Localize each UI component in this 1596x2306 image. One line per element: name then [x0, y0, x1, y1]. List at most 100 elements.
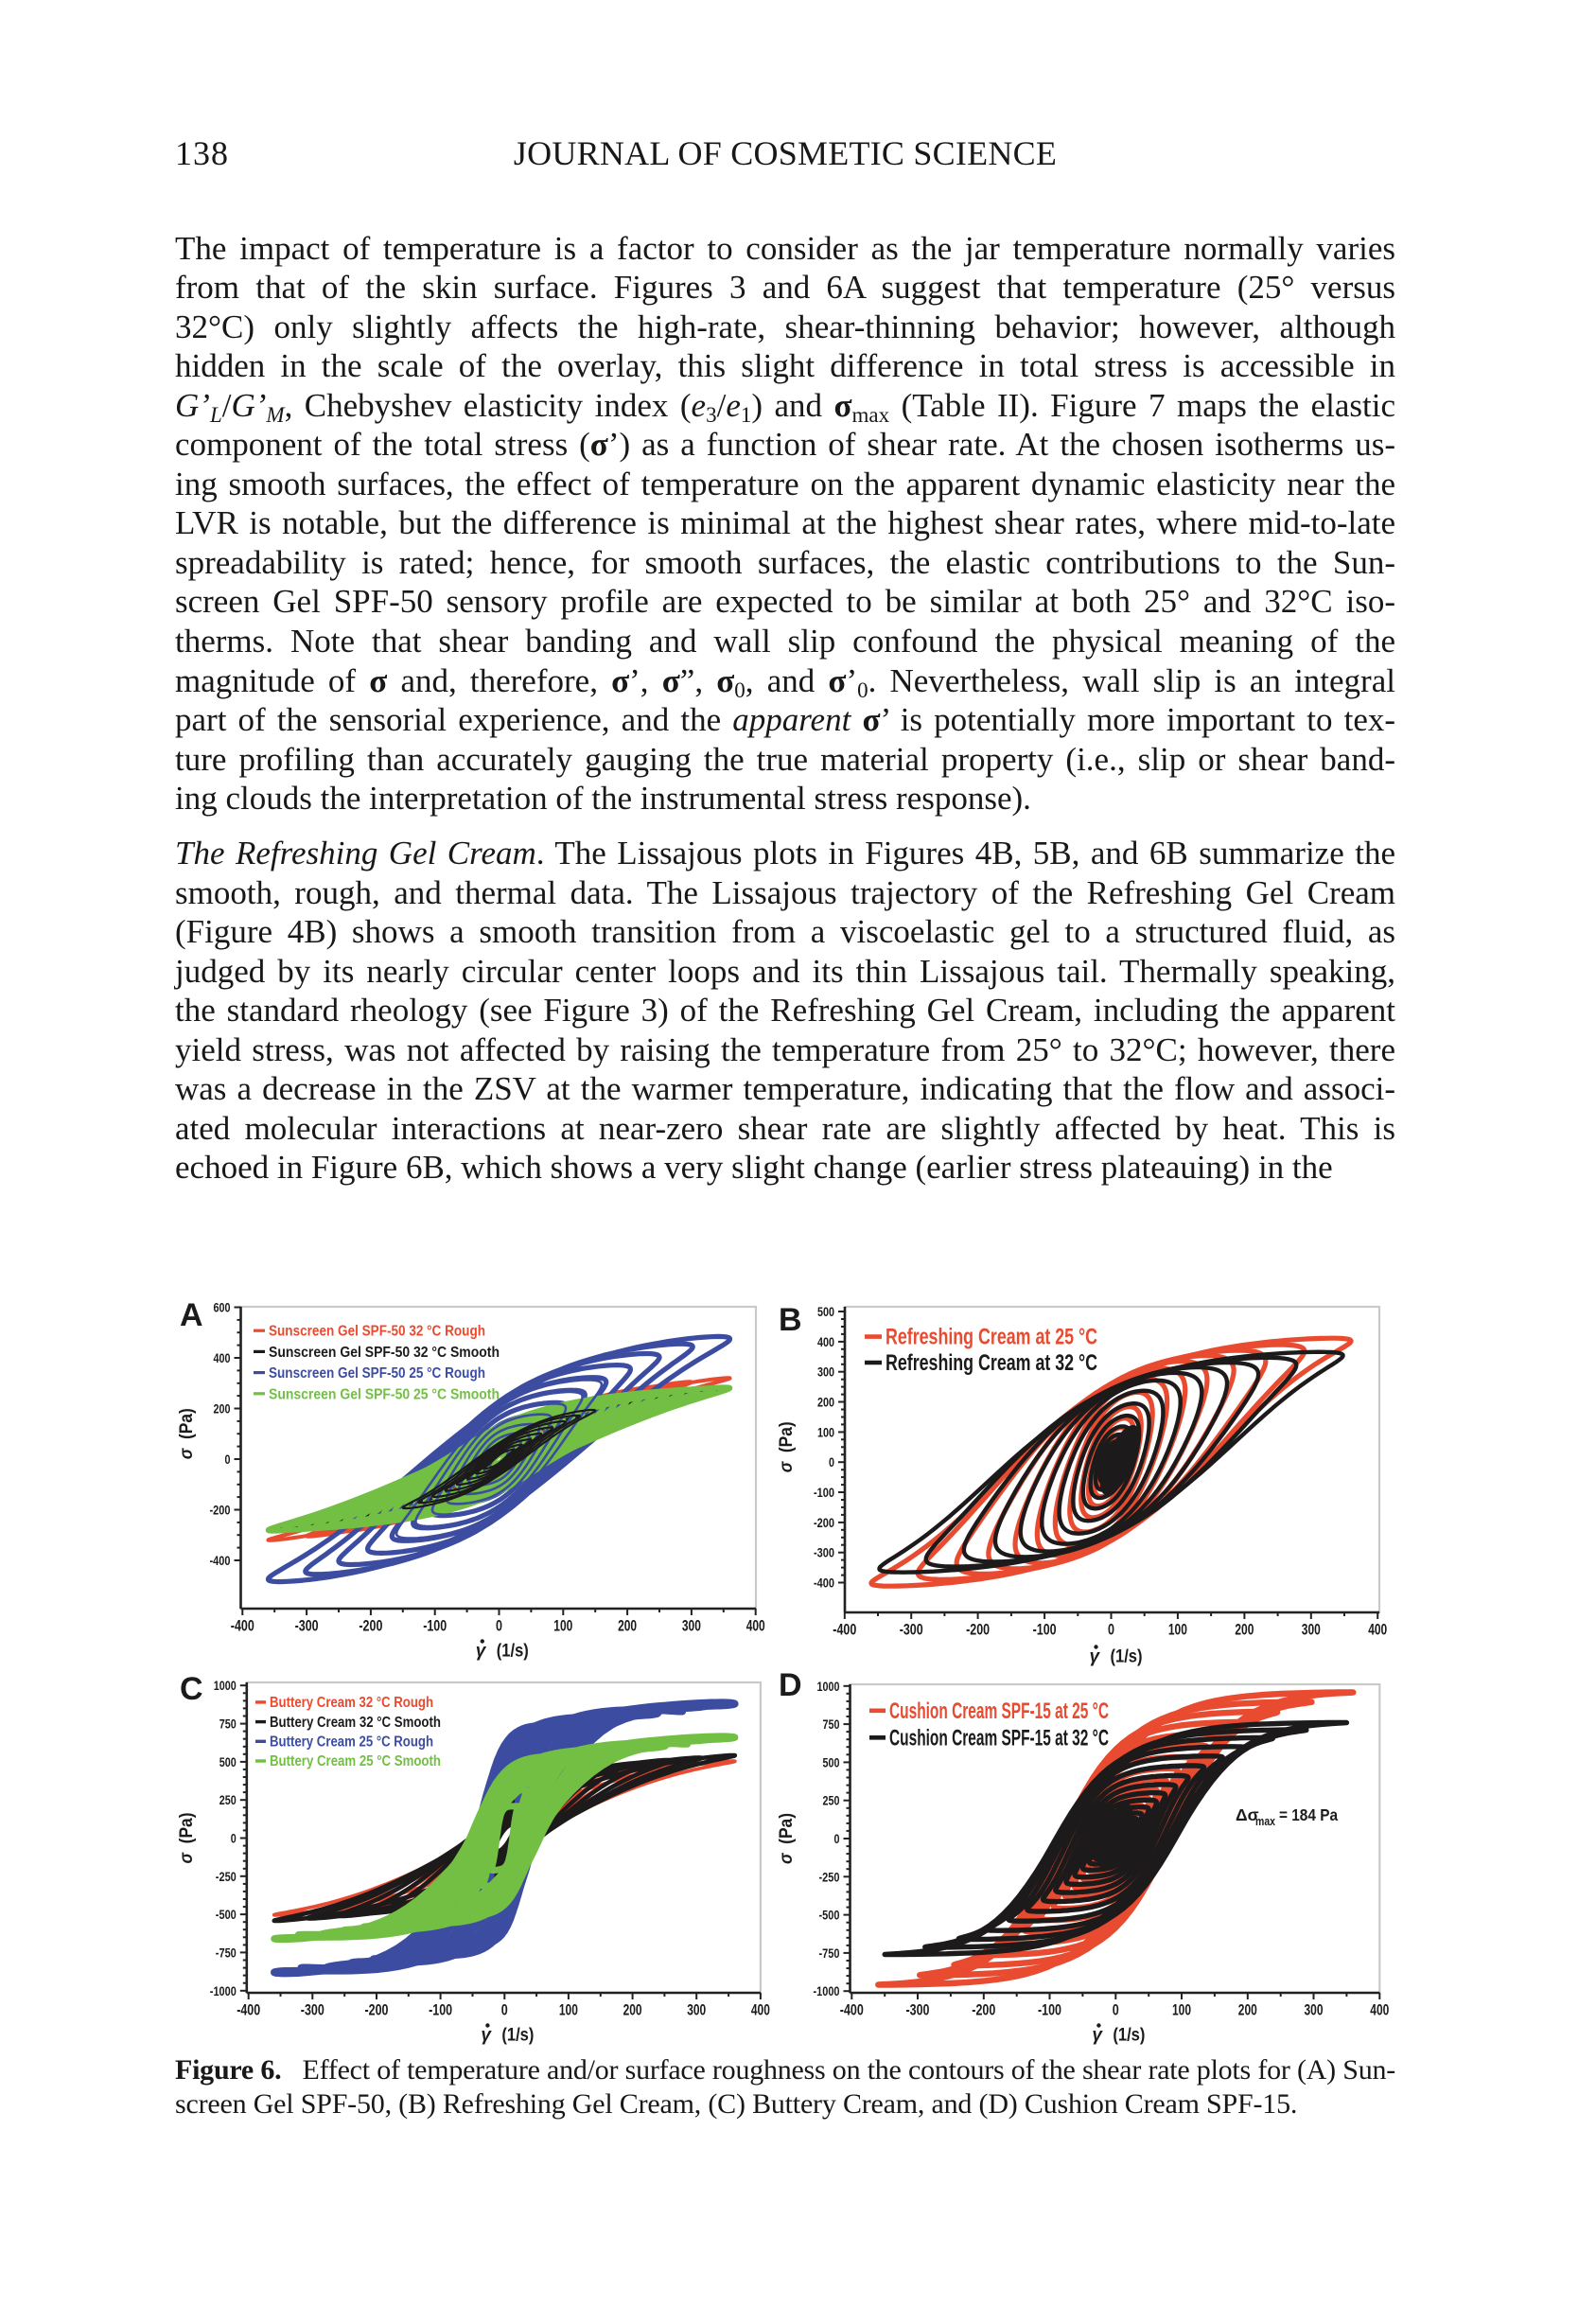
svg-text:-200: -200	[359, 1618, 382, 1635]
svg-text:-400: -400	[210, 1554, 231, 1568]
svg-text:Buttery Cream 25 °C Rough: Buttery Cream 25 °C Rough	[270, 1734, 433, 1751]
svg-text:-1000: -1000	[814, 1984, 840, 1998]
svg-text:400: 400	[817, 1335, 834, 1349]
svg-text:-250: -250	[216, 1870, 237, 1884]
svg-text:400: 400	[746, 1618, 765, 1635]
svg-text:σ (Pa): σ (Pa)	[777, 1813, 797, 1864]
svg-text:-400: -400	[237, 2002, 260, 2019]
svg-text:600: 600	[214, 1301, 231, 1315]
svg-text:200: 200	[817, 1396, 834, 1410]
svg-text:-200: -200	[365, 2002, 389, 2019]
svg-text:400: 400	[1368, 1622, 1387, 1639]
svg-text:Buttery Cream 25 °C Smooth: Buttery Cream 25 °C Smooth	[270, 1753, 441, 1769]
svg-text:Cushion Cream SPF-15 at 32 °C: Cushion Cream SPF-15 at 32 °C	[889, 1725, 1109, 1751]
svg-text:-250: -250	[819, 1870, 840, 1884]
svg-text:1000: 1000	[817, 1680, 840, 1694]
svg-text:200: 200	[623, 2002, 642, 2019]
svg-text:-100: -100	[429, 2002, 452, 2019]
svg-text:100: 100	[1168, 1622, 1187, 1639]
svg-text:Sunscreen Gel SPF-50 32 °C Smo: Sunscreen Gel SPF-50 32 °C Smooth	[269, 1345, 500, 1361]
svg-text:300: 300	[817, 1365, 834, 1380]
svg-text:-750: -750	[216, 1945, 237, 1960]
svg-text:σ (Pa): σ (Pa)	[177, 1813, 197, 1864]
svg-text:σ (Pa): σ (Pa)	[177, 1408, 197, 1459]
svg-text:0: 0	[1113, 2002, 1119, 2019]
svg-text:0: 0	[829, 1455, 834, 1470]
svg-text:Cushion Cream SPF-15 at 25 °C: Cushion Cream SPF-15 at 25 °C	[889, 1699, 1109, 1724]
svg-text:300: 300	[1302, 1622, 1321, 1639]
svg-text:D: D	[779, 1667, 802, 1703]
svg-text:0: 0	[225, 1452, 231, 1467]
svg-text:γ: γ	[476, 1642, 487, 1662]
svg-text:-300: -300	[814, 1546, 834, 1560]
svg-text:B: B	[779, 1302, 802, 1338]
svg-text:(1/s): (1/s)	[1113, 2026, 1145, 2046]
svg-text:200: 200	[618, 1618, 637, 1635]
svg-text:100: 100	[817, 1425, 834, 1439]
svg-text:C: C	[180, 1671, 203, 1707]
svg-text:500: 500	[219, 1755, 237, 1769]
svg-text:-100: -100	[1033, 1622, 1057, 1639]
svg-text:0: 0	[834, 1832, 840, 1846]
svg-text:250: 250	[219, 1793, 237, 1807]
svg-text:γ: γ	[1090, 1647, 1101, 1667]
svg-text:(1/s): (1/s)	[497, 1642, 529, 1662]
svg-text:-300: -300	[295, 1618, 319, 1635]
svg-text:-200: -200	[972, 2002, 995, 2019]
svg-text:500: 500	[823, 1755, 840, 1769]
svg-text:-300: -300	[906, 2002, 930, 2019]
svg-text:-400: -400	[833, 1622, 856, 1639]
svg-text:400: 400	[751, 2002, 770, 2019]
svg-text:-400: -400	[231, 1618, 254, 1635]
svg-text:Refreshing Cream at 32 °C: Refreshing Cream at 32 °C	[886, 1350, 1097, 1376]
svg-text:-400: -400	[840, 2002, 864, 2019]
svg-text:-500: -500	[819, 1909, 840, 1923]
svg-text:Sunscreen Gel SPF-50 32 °C Rou: Sunscreen Gel SPF-50 32 °C Rough	[269, 1324, 485, 1340]
svg-text:500: 500	[817, 1305, 834, 1319]
svg-text:200: 200	[1235, 1622, 1254, 1639]
svg-text:Δσ: Δσ	[1236, 1805, 1259, 1824]
svg-text:400: 400	[214, 1351, 231, 1365]
svg-text:Sunscreen Gel SPF-50 25 °C Rou: Sunscreen Gel SPF-50 25 °C Rough	[269, 1365, 485, 1382]
svg-text:Buttery Cream 32 °C Smooth: Buttery Cream 32 °C Smooth	[270, 1715, 441, 1731]
svg-text:Buttery Cream 32 °C Rough: Buttery Cream 32 °C Rough	[270, 1695, 433, 1711]
svg-text:-400: -400	[814, 1576, 834, 1591]
svg-text:400: 400	[1370, 2002, 1389, 2019]
svg-text:100: 100	[559, 2002, 578, 2019]
svg-text:750: 750	[823, 1717, 840, 1732]
svg-text:max: max	[1255, 1815, 1275, 1828]
svg-text:1000: 1000	[214, 1679, 237, 1693]
svg-text:-1000: -1000	[210, 1984, 237, 1998]
svg-text:100: 100	[1172, 2002, 1191, 2019]
svg-text:100: 100	[553, 1618, 572, 1635]
svg-text:300: 300	[1305, 2002, 1324, 2019]
svg-text:A: A	[180, 1297, 203, 1333]
svg-text:300: 300	[682, 1618, 701, 1635]
svg-text:0: 0	[1108, 1622, 1114, 1639]
svg-text:σ (Pa): σ (Pa)	[777, 1421, 797, 1472]
svg-text:0: 0	[501, 2002, 508, 2019]
svg-text:-100: -100	[1038, 2002, 1061, 2019]
svg-text:-750: -750	[819, 1946, 840, 1961]
svg-text:300: 300	[687, 2002, 706, 2019]
svg-text:-100: -100	[423, 1618, 447, 1635]
svg-text:Sunscreen Gel SPF-50 25 °C Smo: Sunscreen Gel SPF-50 25 °C Smooth	[269, 1386, 500, 1402]
svg-text:200: 200	[1238, 2002, 1257, 2019]
svg-text:250: 250	[823, 1794, 840, 1808]
svg-text:(1/s): (1/s)	[1111, 1647, 1143, 1667]
svg-text:(1/s): (1/s)	[501, 2026, 534, 2046]
svg-text:-200: -200	[966, 1622, 990, 1639]
svg-text:-300: -300	[301, 2002, 324, 2019]
svg-text:γ: γ	[1092, 2026, 1103, 2046]
svg-text:-300: -300	[900, 1622, 923, 1639]
svg-text:750: 750	[219, 1717, 237, 1732]
svg-text:0: 0	[231, 1832, 237, 1846]
svg-text:-500: -500	[216, 1908, 237, 1922]
svg-text:-200: -200	[814, 1516, 834, 1530]
svg-text:200: 200	[214, 1402, 231, 1417]
svg-text:-100: -100	[814, 1486, 834, 1500]
svg-text:-200: -200	[210, 1504, 231, 1518]
svg-text:Refreshing Cream at 25 °C: Refreshing Cream at 25 °C	[886, 1325, 1097, 1350]
svg-text:0: 0	[496, 1618, 502, 1635]
svg-text:= 184 Pa: = 184 Pa	[1279, 1805, 1338, 1824]
